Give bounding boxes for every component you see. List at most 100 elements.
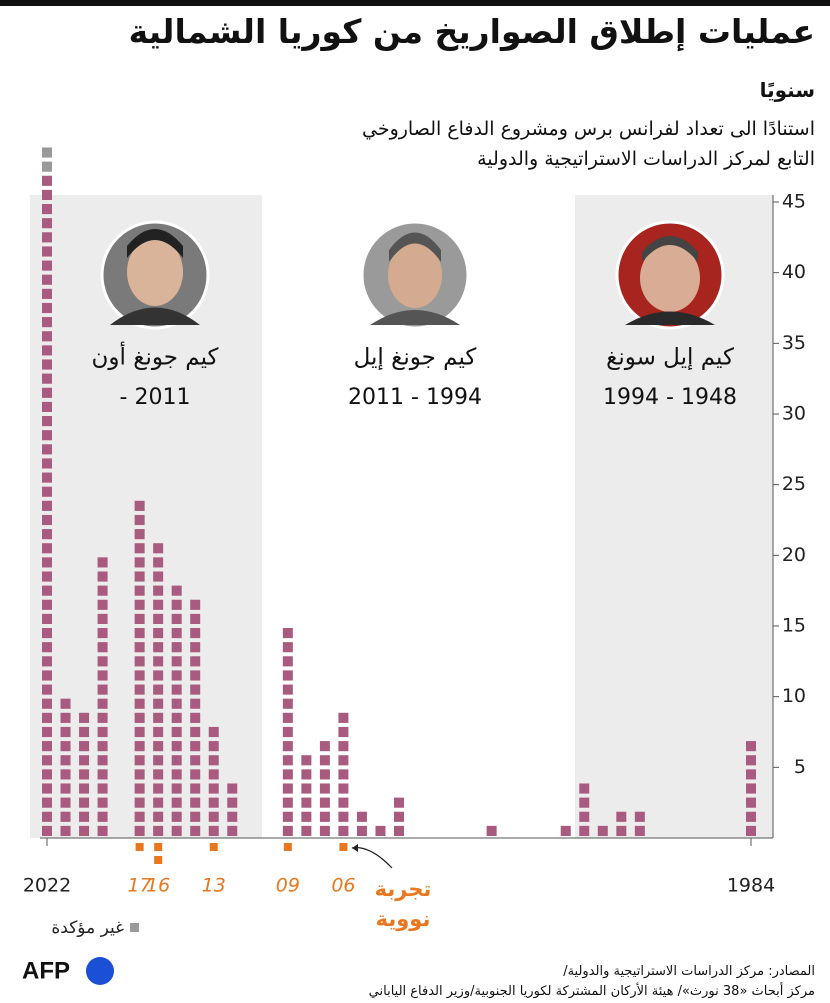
bar	[227, 783, 238, 836]
bar	[356, 811, 367, 836]
bar	[338, 712, 349, 836]
unit-square	[42, 345, 52, 356]
x-tick-label: 1984	[727, 875, 775, 897]
unit-square	[60, 783, 71, 794]
unit-square	[153, 613, 164, 624]
unit-square	[42, 387, 52, 398]
unit-square	[301, 797, 312, 808]
source: المصادر: مركز الدراسات الاستراتيجية والد…	[563, 964, 815, 979]
unit-square	[42, 401, 52, 412]
leader-name: كيم جونغ إيل	[354, 345, 477, 371]
unit-square	[153, 571, 164, 582]
unit-square	[746, 797, 756, 808]
unit-square	[42, 642, 52, 653]
unit-square	[42, 741, 52, 752]
annotation-label: نووية	[376, 907, 431, 931]
unit-square	[560, 825, 571, 836]
unit-square	[134, 585, 145, 596]
y-tick-label: 15	[782, 615, 806, 637]
y-tick-label: 20	[782, 544, 806, 566]
unit-square	[171, 585, 182, 596]
bar	[394, 797, 404, 836]
unit-square	[42, 684, 52, 695]
legend-swatch	[130, 923, 139, 932]
unit-square	[282, 769, 293, 780]
unit-square	[42, 317, 52, 328]
unit-square	[190, 670, 201, 681]
bar	[134, 500, 145, 836]
unit-square	[282, 712, 293, 723]
unit-square	[97, 684, 108, 695]
unit-square	[134, 628, 145, 639]
unit-square	[42, 726, 52, 738]
unit-square	[60, 825, 71, 836]
unit-square	[134, 557, 145, 568]
unit-square	[190, 741, 201, 752]
unit-square	[282, 628, 293, 639]
unit-square	[579, 811, 590, 822]
unit-square	[356, 811, 367, 822]
unit-square	[134, 670, 145, 681]
unit-square	[153, 656, 164, 667]
unit-square	[60, 769, 71, 780]
y-tick-label: 35	[782, 332, 806, 354]
unit-square	[190, 783, 201, 794]
unit-square	[60, 797, 71, 808]
bar	[42, 175, 52, 836]
unit-square	[79, 769, 90, 780]
unit-square	[42, 613, 52, 624]
unit-square	[394, 811, 404, 822]
unit-square	[190, 797, 201, 808]
unit-square	[190, 613, 201, 624]
unit-square	[97, 825, 108, 836]
unit-square	[42, 543, 52, 554]
unit-square	[134, 797, 145, 808]
unit-square	[208, 755, 219, 766]
y-tick-label: 30	[782, 403, 806, 425]
leader-years: - 2011	[120, 385, 191, 410]
nuclear-year-label: 06	[331, 875, 355, 897]
unit-square	[338, 741, 349, 752]
unit-square	[208, 811, 219, 822]
unit-square	[153, 684, 164, 695]
unit-square	[42, 514, 52, 526]
unit-square	[97, 811, 108, 822]
unit-square	[190, 656, 201, 667]
annotation-arrowhead	[352, 844, 358, 852]
unit-square	[171, 698, 182, 709]
unit-square	[42, 585, 52, 596]
unit-square	[746, 741, 756, 752]
unit-square	[227, 783, 238, 794]
unit-square	[282, 670, 293, 681]
bar	[579, 783, 590, 836]
unit-square	[301, 825, 312, 836]
unit-square	[171, 670, 182, 681]
unit-square	[42, 769, 52, 780]
unit-square	[97, 670, 108, 681]
unit-square	[746, 783, 756, 794]
unit-square	[134, 543, 145, 554]
bar	[171, 585, 182, 836]
unit-square	[134, 811, 145, 822]
unit-square	[134, 726, 145, 738]
unit-square	[42, 500, 52, 511]
top-rule	[0, 0, 830, 6]
unit-square	[42, 232, 52, 243]
unit-square	[338, 811, 349, 822]
unit-square	[79, 811, 90, 822]
unit-square	[190, 684, 201, 695]
unit-square	[746, 769, 756, 780]
unit-square	[190, 769, 201, 780]
leader-name: كيم إيل سونغ	[606, 345, 734, 371]
portrait	[360, 220, 470, 330]
unit-square	[134, 755, 145, 766]
unit-square	[190, 642, 201, 653]
unit-square	[375, 825, 386, 836]
unit-square	[42, 458, 52, 469]
unit-square	[282, 726, 293, 738]
unit-square	[190, 712, 201, 723]
y-tick-label: 25	[782, 473, 806, 495]
bar	[282, 628, 293, 836]
bar	[190, 599, 201, 836]
unit-square	[42, 472, 52, 483]
